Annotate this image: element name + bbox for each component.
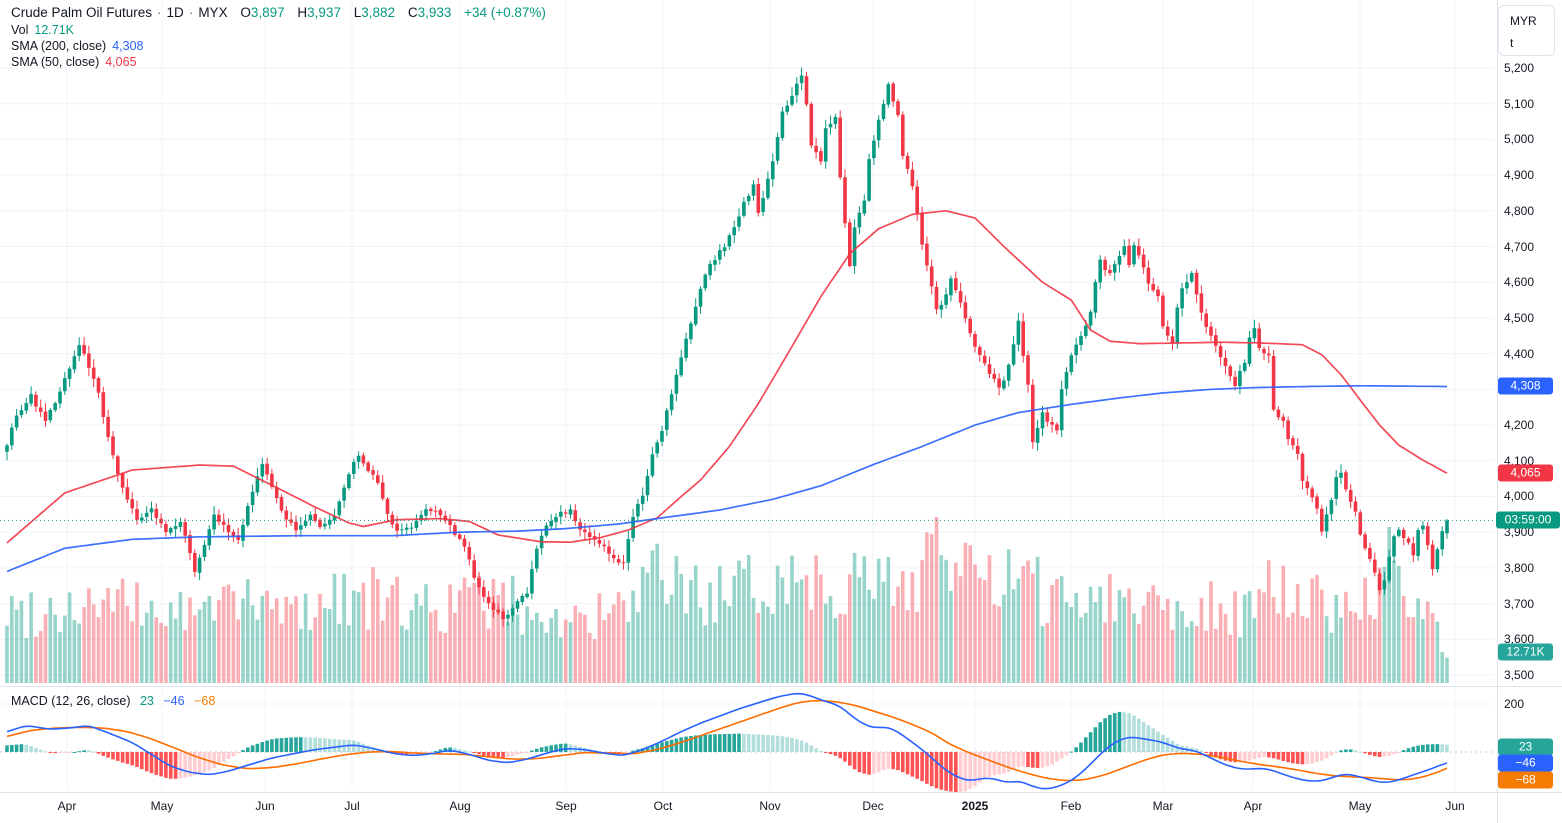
macd-label: MACD (12, 26, close) bbox=[11, 694, 131, 708]
price-tick-label: 5,200 bbox=[1504, 61, 1535, 75]
unit-button[interactable]: t bbox=[1510, 36, 1514, 50]
time-tick-label: Oct bbox=[653, 799, 673, 813]
time-tick-label: Sep bbox=[555, 799, 577, 813]
high-value: H3,937 bbox=[297, 5, 341, 20]
time-tick-label: Aug bbox=[449, 799, 471, 813]
price-tick-label: 4,900 bbox=[1504, 168, 1535, 183]
price-tick-label: 3,600 bbox=[1504, 632, 1535, 647]
macd-legend-row[interactable]: MACD (12, 26, close) 23 −46 −68 bbox=[11, 694, 215, 708]
bar-countdown-badge: 03:59:00 bbox=[1496, 511, 1560, 529]
price-tick-label: 3,700 bbox=[1504, 596, 1535, 611]
macd-signal-badge: −68 bbox=[1498, 771, 1553, 789]
price-tick-label: 4,500 bbox=[1504, 310, 1535, 325]
exchange-label: MYX bbox=[198, 5, 228, 20]
low-value: L3,882 bbox=[353, 5, 396, 20]
time-tick-label: Nov bbox=[759, 799, 781, 813]
time-tick-label: Apr bbox=[1243, 799, 1263, 813]
symbol-unit-box: MYR t bbox=[1498, 5, 1555, 56]
volume-legend-row[interactable]: Vol 12.71K bbox=[11, 22, 546, 38]
price-tick-label: 4,200 bbox=[1504, 418, 1535, 433]
time-tick-label: Feb bbox=[1060, 799, 1082, 813]
time-tick-label: May bbox=[150, 799, 174, 813]
sma200-value: 4,308 bbox=[112, 39, 144, 53]
macd-line-badge: −46 bbox=[1498, 754, 1553, 772]
macd-hist-value: 23 bbox=[139, 694, 154, 708]
volume-axis-badge: 12.71K bbox=[1498, 643, 1553, 661]
price-tick-label: 3,800 bbox=[1504, 560, 1535, 575]
sma200-price-badge: 4,308 bbox=[1498, 377, 1553, 395]
currency-button[interactable]: MYR bbox=[1510, 14, 1537, 28]
close-value: C3,933 bbox=[407, 5, 452, 20]
sma50-price-badge: 4,065 bbox=[1498, 464, 1553, 482]
time-tick-label: Mar bbox=[1152, 799, 1174, 813]
macd-hist-badge: 23 bbox=[1498, 738, 1553, 756]
time-tick-label: Jun bbox=[1445, 799, 1465, 813]
time-tick-label: May bbox=[1348, 799, 1372, 813]
price-tick-label: 4,400 bbox=[1504, 346, 1535, 361]
price-tick-label: 4,100 bbox=[1504, 453, 1535, 468]
interval-button[interactable]: 1D bbox=[166, 5, 184, 20]
time-axis[interactable]: Apr May Jun Jul Aug Sep Oct Nov Dec 2025 Feb Mar Apr… bbox=[0, 792, 1562, 823]
separator: · bbox=[157, 5, 162, 20]
price-tick-label: 4,800 bbox=[1504, 203, 1535, 218]
price-tick-label: 5,000 bbox=[1504, 132, 1535, 147]
sma50-value: 4,065 bbox=[105, 55, 137, 69]
time-tick-label: 2025 bbox=[961, 799, 989, 813]
macd-line-value: −46 bbox=[163, 694, 185, 708]
time-tick-label: Jul bbox=[344, 799, 360, 813]
price-tick-label: 5,100 bbox=[1504, 96, 1535, 111]
volume-value: 12.71K bbox=[34, 23, 75, 37]
price-tick-label: 3,500 bbox=[1504, 668, 1535, 682]
symbol-legend: Crude Palm Oil Futures · 1D · MYX O3,897 H3,… bbox=[11, 5, 546, 70]
price-tick-label: 4,700 bbox=[1504, 239, 1535, 254]
price-tick-label: 4,000 bbox=[1504, 489, 1535, 504]
sma200-label: SMA (200, close) bbox=[11, 39, 107, 53]
macd-axis-tick: 200 bbox=[1504, 697, 1525, 711]
time-tick-label: Apr bbox=[57, 799, 77, 813]
time-tick-label: Jun bbox=[255, 799, 275, 813]
macd-signal-value: −68 bbox=[194, 694, 216, 708]
symbol-title[interactable]: Crude Palm Oil Futures bbox=[11, 5, 153, 20]
sma50-label: SMA (50, close) bbox=[11, 55, 100, 69]
price-axis[interactable]: 5,200 5,100 5,000 4,900 4,800 4,700 4,600 4,500… bbox=[1497, 0, 1562, 792]
change-value: +34 (+0.87%) bbox=[464, 5, 546, 20]
price-tick-label: 4,600 bbox=[1504, 275, 1535, 290]
volume-label: Vol bbox=[11, 23, 29, 37]
sma50-legend-row[interactable]: SMA (50, close) 4,065 bbox=[11, 54, 546, 70]
symbol-header-row[interactable]: Crude Palm Oil Futures · 1D · MYX O3,897 H3,… bbox=[11, 5, 546, 21]
time-tick-label: Dec bbox=[862, 799, 884, 813]
open-value: O3,897 bbox=[240, 5, 285, 20]
separator: · bbox=[188, 5, 194, 20]
sma200-legend-row[interactable]: SMA (200, close) 4,308 bbox=[11, 38, 546, 54]
